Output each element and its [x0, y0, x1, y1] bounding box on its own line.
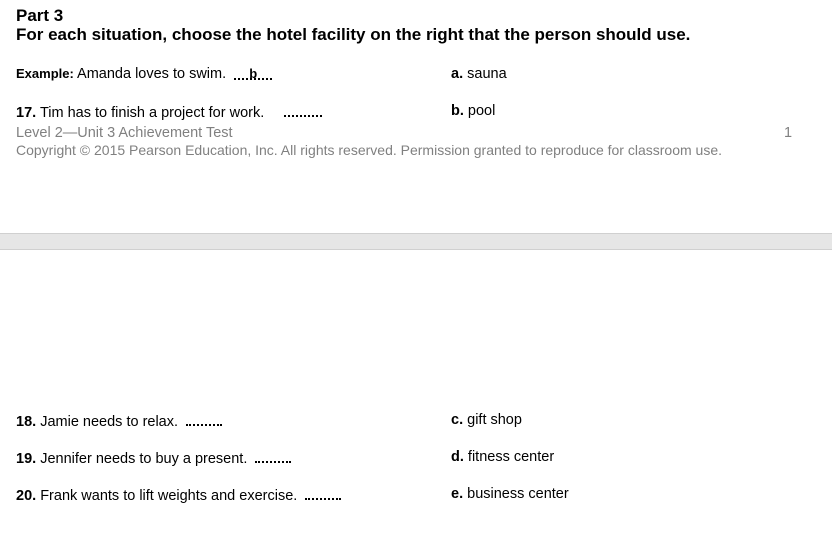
question-number: 18.: [16, 414, 37, 430]
question-text: Tim has to finish a project for work.: [39, 105, 265, 121]
option-b: b. pool: [451, 103, 495, 119]
option-text: business center: [467, 486, 569, 502]
question-17: 17. Tim has to finish a project for work…: [16, 103, 323, 121]
option-e: e. business center: [451, 486, 569, 502]
option-text: fitness center: [467, 449, 555, 465]
option-a: a. sauna: [451, 66, 507, 82]
page-number: 1: [784, 125, 793, 141]
question-19: 19. Jennifer needs to buy a present.: [16, 449, 292, 467]
footer-copyright: Copyright © 2015 Pearson Education, Inc.…: [16, 142, 723, 158]
option-letter: b.: [451, 103, 464, 119]
option-c: c. gift shop: [451, 412, 522, 428]
answer-blank[interactable]: [284, 103, 323, 117]
example-row: Example: Amanda loves to swim. b: [16, 66, 273, 82]
part-title: Part 3: [16, 6, 64, 25]
option-d: d. fitness center: [451, 449, 554, 465]
instructions: For each situation, choose the hotel fac…: [16, 25, 691, 44]
question-text: Jamie needs to relax.: [40, 414, 179, 430]
page-2: 18. Jamie needs to relax. c. gift shop 1…: [0, 250, 832, 542]
option-letter: c.: [451, 412, 464, 428]
answer-blank[interactable]: [255, 449, 292, 463]
answer-blank[interactable]: [186, 412, 223, 426]
option-letter: e.: [451, 486, 464, 502]
page-break: [0, 233, 832, 250]
question-text: Frank wants to lift weights and exercise…: [40, 488, 298, 504]
question-number: 20.: [16, 488, 37, 504]
option-text: pool: [467, 103, 496, 119]
question-20: 20. Frank wants to lift weights and exer…: [16, 486, 342, 504]
question-text: Jennifer needs to buy a present.: [40, 451, 248, 467]
question-number: 19.: [16, 451, 37, 467]
example-text: Amanda loves to swim.: [77, 66, 227, 82]
option-text: gift shop: [467, 412, 522, 428]
question-18: 18. Jamie needs to relax.: [16, 412, 223, 430]
example-label: Example:: [16, 66, 74, 81]
option-text: sauna: [467, 66, 507, 82]
page-1: Part 3 For each situation, choose the ho…: [0, 0, 832, 233]
option-letter: d.: [451, 449, 464, 465]
answer-blank[interactable]: [305, 486, 342, 500]
option-letter: a.: [451, 66, 464, 82]
question-number: 17.: [16, 105, 37, 121]
example-answer-blank: b: [234, 66, 273, 81]
footer-test-title: Level 2—Unit 3 Achievement Test: [16, 125, 233, 141]
example-answer: b: [249, 66, 258, 81]
